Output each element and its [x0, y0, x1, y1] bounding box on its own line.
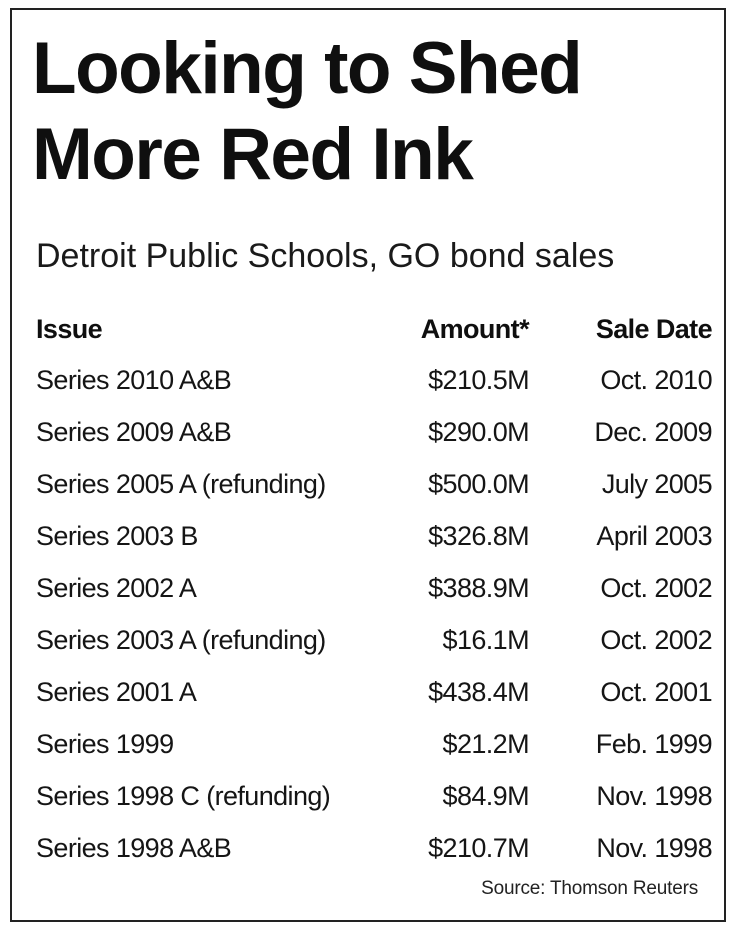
cell-issue: Series 1999 [36, 729, 174, 759]
cell-sale-date: Dec. 2009 [594, 417, 712, 447]
table-row: Series 1999 $21.2M Feb. 1999 [36, 718, 716, 770]
title-line-1: Looking to Shed [32, 28, 583, 109]
cell-issue: Series 2003 A (refunding) [36, 625, 326, 655]
cell-amount: $438.4M [428, 677, 529, 707]
cell-issue: Series 2005 A (refunding) [36, 469, 326, 499]
cell-amount: $388.9M [428, 573, 529, 603]
subtitle: Detroit Public Schools, GO bond sales [36, 237, 615, 275]
cell-amount: $16.1M [442, 625, 530, 655]
table-header-row: Issue Amount* Sale Date [36, 304, 716, 354]
cell-issue: Series 2010 A&B [36, 365, 232, 395]
cell-amount: $21.2M [442, 729, 530, 759]
table-row: Series 2003 A (refunding) $16.1M Oct. 20… [36, 614, 716, 666]
cell-amount: $210.5M [428, 365, 529, 395]
source-credit: Source: Thomson Reuters [481, 878, 698, 899]
cell-sale-date: Oct. 2001 [600, 677, 712, 707]
table-row: Series 2010 A&B $210.5M Oct. 2010 [36, 354, 716, 406]
cell-sale-date: July 2005 [601, 469, 713, 499]
table-row: Series 2009 A&B $290.0M Dec. 2009 [36, 406, 716, 458]
cell-sale-date: Oct. 2002 [600, 573, 712, 603]
graphic-frame: Looking to Shed More Red Ink Detroit Pub… [10, 8, 726, 922]
cell-sale-date: April 2003 [596, 521, 712, 551]
cell-issue: Series 2009 A&B [36, 417, 232, 447]
cell-sale-date: Oct. 2010 [600, 365, 712, 395]
table-row: Series 2002 A $388.9M Oct. 2002 [36, 562, 716, 614]
page-title: Looking to Shed More Red Ink [32, 26, 722, 198]
cell-sale-date: Oct. 2002 [600, 625, 712, 655]
table-row: Series 1998 A&B $210.7M Nov. 1998 [36, 822, 716, 874]
cell-amount: $290.0M [428, 417, 529, 447]
table-row: Series 2003 B $326.8M April 2003 [36, 510, 716, 562]
header-sale-date: Sale Date [595, 314, 713, 344]
cell-issue: Series 2001 A [36, 677, 197, 707]
cell-issue: Series 2003 B [36, 521, 198, 551]
table-row: Series 2001 A $438.4M Oct. 2001 [36, 666, 716, 718]
cell-issue: Series 2002 A [36, 573, 197, 603]
cell-amount: $84.9M [442, 781, 530, 811]
cell-amount: $326.8M [428, 521, 529, 551]
header-issue: Issue [36, 314, 103, 344]
cell-amount: $210.7M [428, 833, 529, 863]
cell-issue: Series 1998 C (refunding) [36, 781, 331, 811]
cell-sale-date: Nov. 1998 [596, 833, 712, 863]
cell-sale-date: Feb. 1999 [595, 729, 713, 759]
cell-issue: Series 1998 A&B [36, 833, 232, 863]
bond-sales-table: Issue Amount* Sale Date Series 2010 A&B … [36, 304, 716, 874]
table-row: Series 1998 C (refunding) $84.9M Nov. 19… [36, 770, 716, 822]
title-line-2: More Red Ink [32, 114, 474, 195]
cell-amount: $500.0M [428, 469, 529, 499]
header-amount: Amount* [420, 314, 530, 344]
cell-sale-date: Nov. 1998 [596, 781, 712, 811]
table-row: Series 2005 A (refunding) $500.0M July 2… [36, 458, 716, 510]
